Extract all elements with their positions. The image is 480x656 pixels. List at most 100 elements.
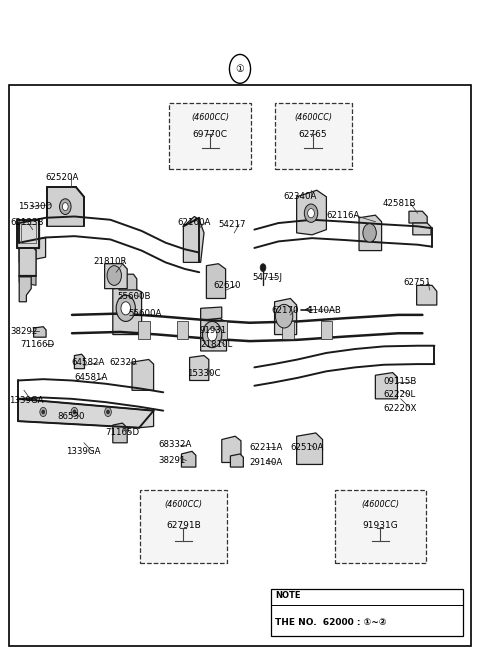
Text: 62133B: 62133B: [11, 218, 44, 227]
Polygon shape: [222, 436, 241, 462]
Circle shape: [203, 321, 222, 348]
Polygon shape: [19, 237, 46, 262]
Polygon shape: [18, 399, 154, 428]
Text: 62520A: 62520A: [46, 173, 79, 182]
Text: 91931: 91931: [199, 326, 227, 335]
Text: 62220X: 62220X: [383, 403, 417, 413]
Circle shape: [308, 209, 314, 218]
Circle shape: [116, 295, 135, 321]
Text: 71165D: 71165D: [106, 428, 140, 438]
Circle shape: [40, 407, 47, 417]
Polygon shape: [275, 298, 297, 335]
Circle shape: [42, 410, 45, 414]
Polygon shape: [206, 264, 226, 298]
Text: 62510A: 62510A: [290, 443, 324, 452]
Bar: [321, 321, 332, 339]
Text: NOTE: NOTE: [275, 591, 300, 600]
Polygon shape: [132, 359, 154, 390]
Circle shape: [60, 199, 71, 215]
Text: (4600CC): (4600CC): [191, 113, 229, 122]
Text: (4600CC): (4600CC): [294, 113, 332, 122]
Circle shape: [71, 407, 78, 417]
Polygon shape: [74, 354, 84, 369]
Circle shape: [304, 204, 318, 222]
Text: 1339GA: 1339GA: [66, 447, 101, 456]
Text: 55600B: 55600B: [118, 292, 151, 301]
Polygon shape: [201, 307, 222, 320]
Polygon shape: [413, 223, 431, 235]
Circle shape: [62, 203, 68, 211]
Text: 62320: 62320: [109, 358, 137, 367]
Text: 68332A: 68332A: [158, 440, 192, 449]
Text: 62751: 62751: [403, 277, 431, 287]
Text: 15330D: 15330D: [18, 202, 52, 211]
Text: 21810L: 21810L: [201, 340, 233, 349]
Polygon shape: [19, 277, 31, 302]
Polygon shape: [19, 248, 36, 276]
Text: 09115B: 09115B: [383, 377, 417, 386]
Circle shape: [121, 302, 131, 315]
Polygon shape: [113, 287, 142, 335]
Text: 55600A: 55600A: [129, 309, 162, 318]
Polygon shape: [34, 327, 46, 337]
Circle shape: [107, 266, 121, 285]
Text: 38292: 38292: [11, 327, 38, 336]
Text: (4600CC): (4600CC): [165, 500, 203, 509]
Circle shape: [105, 407, 111, 417]
Text: 64582A: 64582A: [71, 358, 105, 367]
Polygon shape: [297, 190, 326, 235]
Bar: [282, 321, 294, 339]
Text: 62170: 62170: [271, 306, 299, 315]
Text: 64581A: 64581A: [74, 373, 108, 382]
Polygon shape: [17, 220, 39, 248]
Polygon shape: [119, 274, 137, 290]
Polygon shape: [230, 454, 243, 467]
Text: 42581B: 42581B: [383, 199, 417, 208]
Circle shape: [73, 410, 76, 414]
Bar: [177, 321, 188, 339]
Text: 62340A: 62340A: [283, 192, 317, 201]
Text: 1140AB: 1140AB: [307, 306, 341, 315]
Polygon shape: [417, 285, 437, 305]
Polygon shape: [181, 451, 196, 467]
Circle shape: [276, 304, 293, 328]
Bar: [271, 589, 463, 636]
Text: 62211A: 62211A: [250, 443, 283, 452]
Polygon shape: [190, 356, 209, 380]
Text: 86530: 86530: [58, 412, 85, 421]
Bar: [138, 321, 150, 339]
Text: 62765: 62765: [299, 131, 327, 139]
Text: ①: ①: [236, 64, 244, 74]
Bar: [9, 85, 471, 646]
Polygon shape: [19, 223, 36, 285]
Polygon shape: [105, 264, 127, 289]
Circle shape: [260, 264, 266, 272]
Polygon shape: [47, 187, 84, 226]
Text: 62220L: 62220L: [383, 390, 415, 400]
Text: 38291: 38291: [158, 456, 186, 465]
Circle shape: [363, 224, 376, 242]
Text: 71166D: 71166D: [20, 340, 54, 349]
Text: 62160A: 62160A: [178, 218, 211, 227]
Text: THE NO.  62000 : ①~②: THE NO. 62000 : ①~②: [275, 618, 386, 626]
Text: 62610: 62610: [214, 281, 241, 290]
Text: 1339GA: 1339GA: [9, 396, 43, 405]
Text: 91931G: 91931G: [362, 521, 398, 529]
Polygon shape: [297, 433, 323, 464]
Text: 29140A: 29140A: [250, 458, 283, 467]
FancyBboxPatch shape: [335, 490, 426, 563]
Polygon shape: [201, 318, 227, 351]
Text: 69770C: 69770C: [193, 131, 228, 139]
Text: (4600CC): (4600CC): [361, 500, 399, 509]
Text: 21810R: 21810R: [94, 256, 127, 266]
Polygon shape: [375, 373, 397, 399]
Polygon shape: [113, 423, 127, 443]
Text: 54217: 54217: [218, 220, 246, 229]
Text: 62791B: 62791B: [166, 521, 201, 529]
Polygon shape: [409, 211, 427, 223]
FancyBboxPatch shape: [275, 103, 352, 169]
Text: 62116A: 62116A: [326, 211, 360, 220]
Circle shape: [229, 54, 251, 83]
Text: 15330C: 15330C: [187, 369, 221, 379]
FancyBboxPatch shape: [140, 490, 227, 563]
